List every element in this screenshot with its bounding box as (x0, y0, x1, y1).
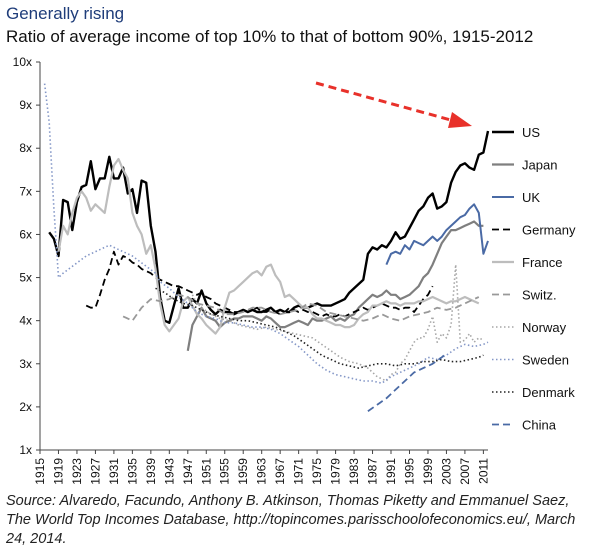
x-tick-label: 1963 (255, 458, 269, 485)
y-tick-label: 1x (19, 443, 32, 457)
chart-annotations (315, 81, 472, 128)
x-tick-label: 1959 (236, 458, 250, 485)
y-tick-label: 3x (19, 357, 32, 371)
y-tick-label: 7x (19, 184, 32, 198)
x-tick-label: 1947 (181, 458, 195, 485)
chart-subtitle: Ratio of average income of top 10% to th… (6, 27, 534, 46)
x-tick-label: 2007 (458, 458, 472, 485)
chart-title: Generally rising (6, 4, 125, 23)
x-tick-label: 1991 (384, 458, 398, 485)
y-tick-label: 5x (19, 271, 32, 285)
trend-arrow-head (448, 112, 472, 128)
x-tick-label: 1975 (310, 458, 324, 485)
series-line-france (57, 157, 480, 335)
legend-label: Japan (522, 158, 557, 173)
y-tick-label: 9x (19, 98, 32, 112)
chart-series (43, 83, 490, 412)
x-tick-label: 1955 (218, 458, 232, 485)
series-line-japan (186, 220, 484, 351)
trend-arrow-line (315, 81, 459, 124)
y-tick-label: 4x (19, 314, 32, 328)
chart-legend: US Japan UK Germany France Switz. Norway Sweden… (492, 125, 576, 433)
series-line-denmark (155, 287, 484, 369)
x-tick-label: 1971 (292, 458, 306, 485)
x-tick-label: 1983 (347, 458, 361, 485)
x-tick-label: 1995 (402, 458, 416, 485)
x-tick-label: 1979 (329, 458, 343, 485)
legend-label: Germany (522, 223, 576, 238)
legend-label: UK (522, 190, 540, 205)
y-tick-label: 10x (13, 55, 32, 69)
x-tick-label: 1919 (51, 458, 65, 485)
legend-label: US (522, 125, 540, 140)
x-tick-label: 2011 (476, 458, 490, 484)
series-line-uk (385, 203, 489, 265)
legend-label: Sweden (522, 353, 569, 368)
x-tick-label: 1939 (144, 458, 158, 485)
series-line-china (367, 352, 448, 412)
x-tick-label: 1943 (162, 458, 176, 485)
y-tick-label: 6x (19, 227, 32, 241)
series-line-norway (191, 263, 484, 382)
series-line-us (48, 130, 490, 324)
x-tick-label: 1915 (33, 458, 47, 485)
legend-label: Switz. (522, 288, 557, 303)
series-line-switz (122, 293, 480, 322)
x-tick-label: 1967 (273, 458, 287, 485)
source-note: Source: Alvaredo, Facundo, Anthony B. At… (6, 493, 576, 547)
y-tick-label: 2x (19, 400, 32, 414)
x-tick-label: 1987 (366, 458, 380, 485)
legend-label: Norway (522, 320, 567, 335)
x-tick-label: 2003 (439, 458, 453, 485)
x-tick-label: 1923 (70, 458, 84, 485)
x-tick-label: 1927 (88, 458, 102, 485)
legend-label: China (522, 418, 557, 433)
x-tick-label: 1999 (421, 458, 435, 485)
chart-axes: 1x 2x 3x 4x 5x 6x 7x 8x 9x 10x 1915 1919 1923 1927 193… (13, 55, 491, 485)
y-tick-label: 8x (19, 141, 32, 155)
x-tick-label: 1951 (199, 458, 213, 485)
series-line-germany (85, 250, 434, 318)
legend-label: Denmark (522, 385, 575, 400)
legend-label: France (522, 255, 562, 270)
line-chart: 1x 2x 3x 4x 5x 6x 7x 8x 9x 10x 1915 1919 1923 1927 193… (13, 55, 576, 485)
x-tick-label: 1935 (125, 458, 139, 485)
x-tick-label: 1931 (107, 458, 121, 485)
